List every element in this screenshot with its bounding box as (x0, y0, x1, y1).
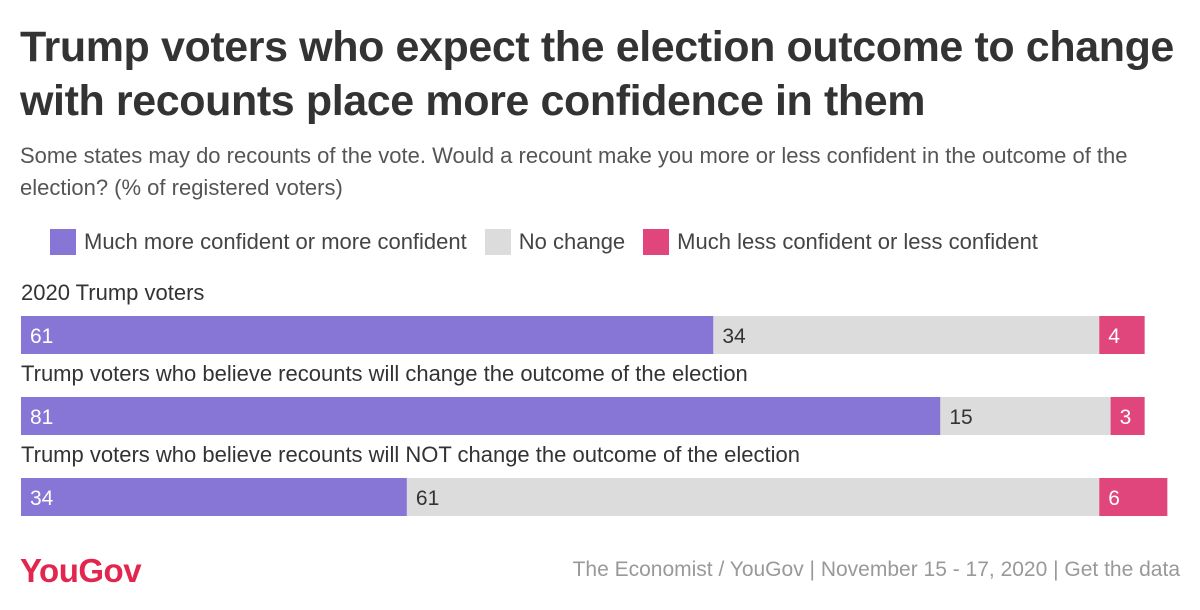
bar-segment (1099, 316, 1145, 354)
bar-segment (1099, 478, 1168, 516)
bar-segment (406, 478, 1100, 516)
data-label: 34 (30, 487, 54, 510)
bar-segment (1110, 397, 1145, 435)
category-label: Trump voters who believe recounts will N… (21, 442, 800, 467)
legend-swatch-less-confident (643, 229, 670, 255)
data-label: 3 (1120, 406, 1132, 429)
yougov-logo: YouGov (20, 552, 142, 589)
data-label: 6 (1108, 487, 1120, 510)
stacked-bar-chart: 2020 Trump voters 61 34 4 Trump voters who b… (21, 280, 1168, 516)
source-note[interactable]: The Economist / YouGov | November 15 - 1… (572, 558, 1180, 581)
data-label: 61 (416, 487, 439, 510)
legend-swatch-more-confident (50, 229, 76, 255)
legend-item-more-confident: Much more confident or more confident (50, 229, 467, 255)
legend-label-more-confident: Much more confident or more confident (84, 229, 467, 254)
chart-title: Trump voters who expect the election out… (20, 23, 1174, 125)
data-label: 34 (722, 325, 746, 348)
category-label: 2020 Trump voters (21, 280, 204, 305)
legend-swatch-no-change (484, 229, 511, 255)
bar-segment (21, 397, 941, 435)
legend-label-no-change: No change (518, 229, 626, 254)
legend-item-less-confident: Much less confident or less confident (643, 229, 1038, 255)
legend: Much more confident or more confident No… (50, 226, 1056, 258)
legend-item-no-change: No change (484, 229, 626, 255)
bar-segment (21, 316, 714, 354)
data-label: 4 (1108, 325, 1120, 348)
bar-segment (21, 478, 407, 516)
bar-segment (713, 316, 1100, 354)
category-label: Trump voters who believe recounts will c… (21, 361, 748, 386)
data-label: 61 (30, 325, 53, 348)
chart-subtitle: Some states may do recounts of the vote.… (20, 143, 1128, 200)
data-label: 15 (949, 406, 972, 429)
bar-segment (940, 397, 1111, 435)
legend-label-less-confident: Much less confident or less confident (677, 229, 1038, 254)
data-label: 81 (30, 406, 53, 429)
